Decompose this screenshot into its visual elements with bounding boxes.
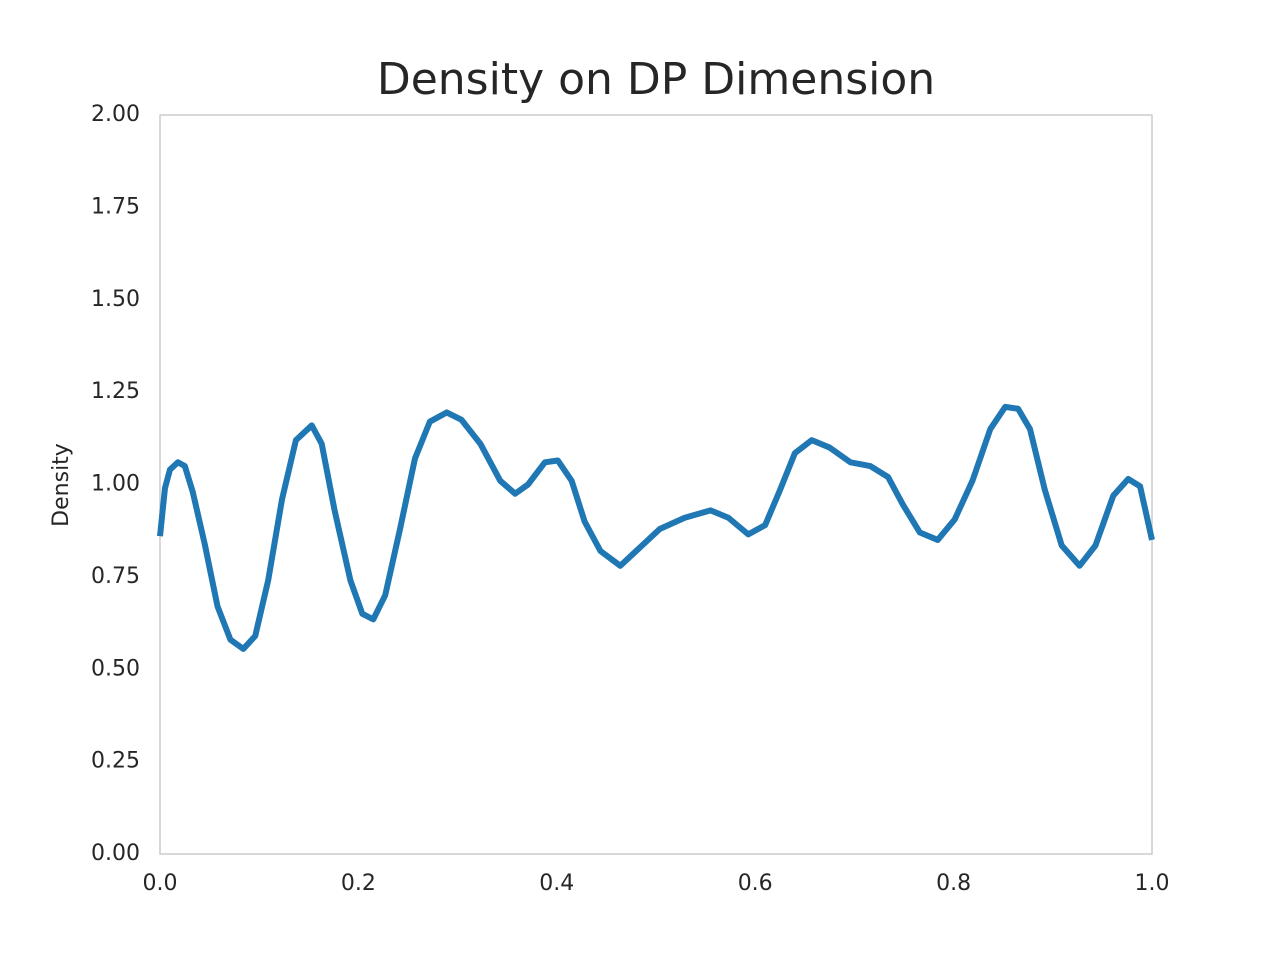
x-tick-label: 0.0 xyxy=(143,871,178,896)
y-tick-label: 2.00 xyxy=(91,102,140,127)
y-tick-label: 0.75 xyxy=(91,564,140,589)
plot-frame xyxy=(159,114,1153,855)
y-axis-label: Density xyxy=(49,443,74,527)
y-tick-label: 0.25 xyxy=(91,749,140,774)
density-line xyxy=(157,403,1155,652)
x-tick-label: 0.2 xyxy=(341,871,376,896)
chart-title: Density on DP Dimension xyxy=(377,54,935,105)
x-tick-label: 0.8 xyxy=(936,871,971,896)
x-tick-label: 1.0 xyxy=(1135,871,1170,896)
x-tick-label: 0.6 xyxy=(738,871,773,896)
y-tick-label: 1.00 xyxy=(91,472,140,497)
x-tick-label: 0.4 xyxy=(539,871,574,896)
y-tick-label: 0.00 xyxy=(91,841,140,866)
y-tick-label: 1.50 xyxy=(91,287,140,312)
y-tick-label: 0.50 xyxy=(91,656,140,681)
y-tick-label: 1.25 xyxy=(91,379,140,404)
y-tick-label: 1.75 xyxy=(91,194,140,219)
